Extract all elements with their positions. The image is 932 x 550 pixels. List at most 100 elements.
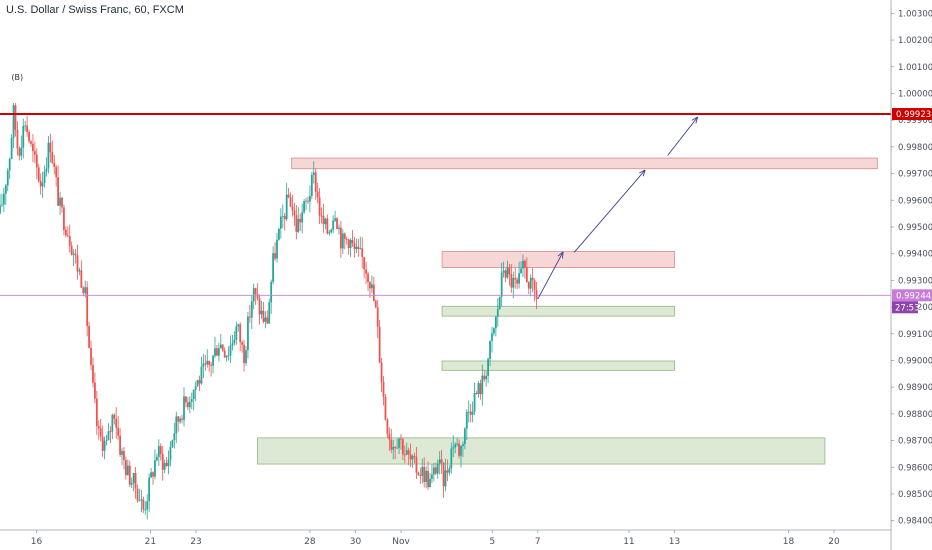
supply-zone-0[interactable] [291,157,878,170]
candle-body [103,440,106,451]
candle-body [92,364,94,383]
supply-zone-1[interactable] [441,251,675,268]
candle [450,442,453,474]
demand-zone-3[interactable] [441,360,675,371]
candle-body [22,125,25,148]
candle-body [136,488,139,501]
resistance-price-tag-label: 0.99923 [896,110,931,120]
candle-body [340,227,342,249]
candle [456,437,459,447]
time-tick-label: 20 [828,537,840,547]
candle-body [384,396,387,420]
candle-body [475,393,478,395]
candle [423,457,426,488]
candle [256,283,259,301]
candle [409,443,412,467]
candle [32,134,34,163]
candle-body [353,243,356,249]
chart-title: U.S. Dollar / Swiss Franc, 60, FXCM [6,4,184,16]
candle-body [68,236,71,246]
current-price-price-tag [892,289,932,302]
candle-body [307,200,309,202]
candle-body [456,443,459,445]
candle-body [357,246,360,249]
candle [419,467,422,484]
candle-body [109,431,112,433]
candle [520,261,522,274]
candle [4,183,7,205]
candle-body [392,447,395,450]
candle [113,413,116,425]
demand-zone-2[interactable] [441,305,675,317]
candle [186,397,189,411]
candle-body [330,229,333,233]
candle-body [219,344,222,349]
zones-layer [257,157,878,465]
candle-body [446,470,449,473]
candle-body [190,399,193,402]
candle-body [467,411,470,413]
candle [128,460,131,488]
candle-body [312,172,315,176]
candle-body [481,375,484,395]
candle [150,467,152,478]
candle [237,323,240,332]
candle [318,188,321,225]
candle-body [82,287,85,294]
candle-body [283,215,286,220]
candle-body [142,499,145,510]
candle [216,345,218,356]
candle [88,321,90,349]
candle-body [322,215,325,225]
candle [229,335,232,363]
candle-body [345,238,348,240]
candle [436,459,439,479]
candle-body [2,193,5,205]
candle-body [115,418,118,428]
candle [206,349,209,368]
candle-body [165,462,168,466]
candle [316,182,319,204]
candle-body [26,125,29,133]
price-tick-label: 0.99700 [898,170,932,180]
candle [272,246,275,285]
candle-body [400,438,402,440]
candle [504,268,507,283]
candle [312,161,315,184]
candle [345,236,348,245]
candle [340,221,342,258]
candle-body [504,270,507,278]
candle [123,446,125,470]
candle-body [285,194,288,220]
candle-body [442,462,445,487]
candle-body [140,499,143,501]
candle-body [409,454,412,460]
demand-zone-4[interactable] [257,437,826,465]
candle-body [16,129,19,149]
candle [390,428,393,454]
candle [227,346,230,361]
candle [28,129,30,144]
candle [202,353,205,378]
candle [155,453,158,462]
candle-body [522,260,524,269]
candle-body [493,328,495,334]
candle-body [502,270,505,273]
candle [144,501,147,515]
candle [235,321,238,345]
candle-body [431,474,433,479]
price-tick-label: 0.99400 [898,250,932,260]
candle [0,194,1,215]
candle-body [229,345,232,356]
candle-body [1,204,3,206]
candle [440,450,443,474]
candle [411,454,414,468]
candle-body [12,105,15,139]
time-tick-label: 16 [31,537,43,547]
candle-body [465,411,468,429]
candle [417,471,420,476]
candle [154,449,156,480]
candle [190,392,193,410]
candle-body [247,316,249,351]
